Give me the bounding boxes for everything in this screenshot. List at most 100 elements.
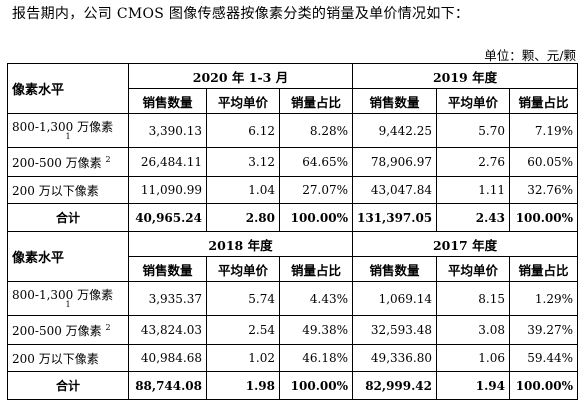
footnote-marker: 1 [65, 132, 71, 141]
table-cell: 32,593.48 [352, 315, 437, 345]
total-row: 合计 40,965.24 2.80 100.00% 131,397.05 2.43 100.… [7, 203, 579, 232]
period-header: 2018 年度 [128, 231, 353, 257]
row-label: 200-500 万像素 2 [7, 315, 129, 345]
table-cell: 49.38% [279, 315, 353, 345]
table-cell: 2.80 [206, 203, 280, 232]
row-label-text: 200 万以下像素 [12, 183, 99, 198]
table-cell: 7.19% [508, 113, 579, 148]
table-cell: 100.00% [279, 371, 353, 400]
table-row: 200 万以下像素 40,984.68 1.02 46.18% 49,336.80 1.0… [7, 344, 579, 372]
period-header: 2019 年度 [351, 63, 579, 89]
table-cell: 59.44% [508, 344, 579, 372]
column-header: 销售数量 [352, 88, 437, 114]
table-cell: 9,442.25 [352, 113, 437, 148]
table-cell: 3,935.37 [128, 281, 207, 316]
table-cell: 1.06 [436, 344, 510, 372]
row-label: 合计 [7, 203, 129, 232]
row-label: 800-1,300 万像素 1 [7, 113, 129, 148]
row-label: 200 万以下像素 [7, 344, 129, 372]
row-label: 800-1,300 万像素 1 [7, 281, 129, 316]
row-label-text: 合计 [55, 211, 80, 225]
row-label-text: 200 万以下像素 [12, 351, 99, 366]
table-cell: 1.11 [436, 176, 510, 204]
table-cell: 4.43% [279, 281, 353, 316]
row-label-text: 200-500 万像素 [12, 155, 102, 170]
column-header: 平均单价 [436, 88, 510, 114]
table-cell: 1.29% [508, 281, 579, 316]
table-cell: 100.00% [279, 203, 353, 232]
period-header-row: 像素水平 2018 年度 2017 年度 [7, 231, 579, 282]
table-cell: 2.54 [206, 315, 280, 345]
table-cell: 1.98 [206, 371, 280, 400]
column-header: 销量占比 [508, 256, 579, 282]
column-header: 销售数量 [128, 256, 207, 282]
table-row: 800-1,300 万像素 1 3,935.37 5.74 4.43% 1,069.14 8… [7, 281, 579, 316]
table-cell: 32.76% [508, 176, 579, 204]
footnote-marker: 2 [105, 322, 111, 332]
table-cell: 11,090.99 [128, 176, 207, 204]
table-cell: 8.15 [436, 281, 510, 316]
unit-label: 单位：颗、元/颗 [484, 48, 576, 63]
table-cell: 1.94 [436, 371, 510, 400]
table-cell: 88,744.08 [128, 371, 207, 400]
table-cell: 3.08 [436, 315, 510, 345]
table-cell: 49,336.80 [352, 344, 437, 372]
table-row: 200-500 万像素 2 26,484.11 3.12 64.65% 78,906.9… [7, 147, 579, 177]
pixel-level-header: 像素水平 [7, 63, 129, 114]
table-cell: 8.28% [279, 113, 353, 148]
table-cell: 6.12 [206, 113, 280, 148]
table-row: 200-500 万像素 2 43,824.03 2.54 49.38% 32,593.4… [7, 315, 579, 345]
column-header: 平均单价 [206, 88, 280, 114]
column-header: 平均单价 [436, 256, 510, 282]
column-header-row: 销售数量 平均单价 销量占比 销售数量 平均单价 销量占比 [8, 256, 579, 282]
period-header: 2020 年 1-3 月 [128, 63, 353, 89]
column-header: 销售数量 [128, 88, 207, 114]
intro-text: 报告期内，公司 CMOS 图像传感器按像素分类的销量及单价情况如下： [12, 6, 470, 22]
table-cell: 1.02 [206, 344, 280, 372]
table-cell: 100.00% [508, 371, 579, 400]
table-cell: 39.27% [508, 315, 579, 345]
table-cell: 5.70 [436, 113, 510, 148]
row-label: 200-500 万像素 2 [7, 147, 129, 177]
footnote-marker: 2 [105, 154, 111, 164]
table-cell: 43,047.84 [352, 176, 437, 204]
table-row: 800-1,300 万像素 1 3,390.13 6.12 8.28% 9,442.25 5… [7, 113, 579, 148]
column-header-row: 销售数量 平均单价 销量占比 销售数量 平均单价 销量占比 [8, 88, 579, 114]
column-header: 平均单价 [206, 256, 280, 282]
period-header: 2017 年度 [351, 231, 579, 257]
column-header: 销量占比 [279, 256, 353, 282]
table-cell: 1,069.14 [352, 281, 437, 316]
table-row: 200 万以下像素 11,090.99 1.04 27.07% 43,047.84 1.1… [7, 176, 579, 204]
table-cell: 46.18% [279, 344, 353, 372]
sales-table: 像素水平 2020 年 1-3 月 2019 年度 销售数量 平均单价 销量占比 销售数量平… [7, 63, 579, 400]
table-cell: 3,390.13 [128, 113, 207, 148]
table-cell: 60.05% [508, 147, 579, 177]
period-header-row: 像素水平 2020 年 1-3 月 2019 年度 [7, 63, 579, 114]
column-header: 销量占比 [279, 88, 353, 114]
table-cell: 26,484.11 [128, 147, 207, 177]
row-label: 200 万以下像素 [7, 176, 129, 204]
table-cell: 40,984.68 [128, 344, 207, 372]
column-header: 销量占比 [508, 88, 579, 114]
table-cell: 100.00% [508, 203, 579, 232]
row-label-text: 200-500 万像素 [12, 323, 102, 338]
row-label: 合计 [7, 371, 129, 400]
table-cell: 78,906.97 [352, 147, 437, 177]
table-cell: 64.65% [279, 147, 353, 177]
table-cell: 82,999.42 [352, 371, 437, 400]
table-cell: 3.12 [206, 147, 280, 177]
table-cell: 27.07% [279, 176, 353, 204]
row-label-text: 800-1,300 万像素 [12, 120, 114, 134]
table-cell: 2.43 [436, 203, 510, 232]
total-row: 合计 88,744.08 1.98 100.00% 82,999.42 1.94 100.0… [7, 371, 579, 400]
column-header: 销售数量 [352, 256, 437, 282]
pixel-level-header: 像素水平 [7, 231, 129, 282]
row-label-text: 合计 [55, 379, 80, 393]
row-label-text: 800-1,300 万像素 [12, 288, 114, 302]
table-cell: 2.76 [436, 147, 510, 177]
footnote-marker: 1 [65, 300, 71, 309]
table-cell: 43,824.03 [128, 315, 207, 345]
table-cell: 40,965.24 [128, 203, 207, 232]
table-cell: 1.04 [206, 176, 280, 204]
table-cell: 131,397.05 [352, 203, 437, 232]
